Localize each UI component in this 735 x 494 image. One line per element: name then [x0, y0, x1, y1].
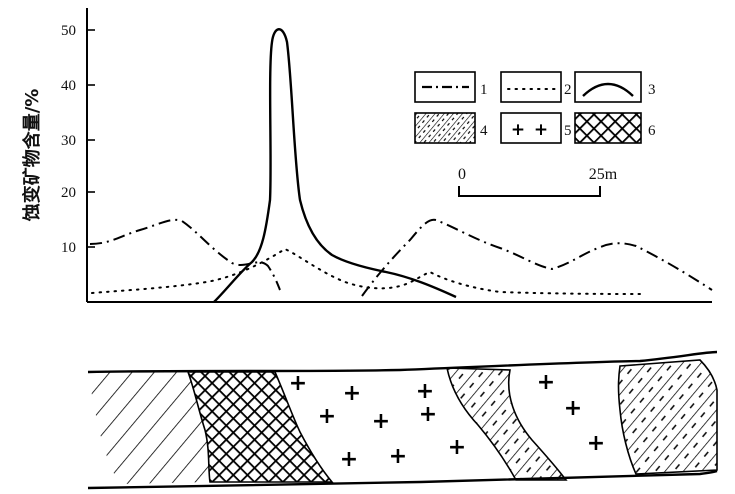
svg-text:+: +	[534, 120, 548, 140]
curve-1-dash-dot	[89, 218, 713, 297]
svg-text:+: +	[289, 371, 307, 396]
plot-area: 50 40 30 20 10 蚀变矿物含量/%	[21, 8, 713, 303]
svg-text:+: +	[564, 396, 582, 421]
section-zone-5-crosses: + + + + + + + + + + + +	[289, 370, 605, 472]
scale-bar: 0 25m	[458, 166, 618, 197]
y-tick-label: 50	[61, 23, 76, 39]
legend-item-4: 4	[414, 112, 488, 144]
section-top-boundary	[87, 350, 718, 374]
y-axis-title: 蚀变矿物含量/%	[21, 89, 43, 223]
legend-label: 4	[480, 123, 488, 139]
legend-item-5: + + 5	[500, 112, 572, 144]
svg-text:+: +	[416, 379, 434, 404]
legend-label: 2	[564, 82, 572, 98]
svg-text:+: +	[448, 435, 466, 460]
y-tick-label: 40	[61, 78, 76, 94]
section-zone-4-mid	[446, 367, 568, 481]
svg-text:+: +	[511, 120, 525, 140]
svg-text:+: +	[343, 381, 361, 406]
legend: 1 2 3 4 + + 5 6	[414, 71, 656, 144]
svg-text:+: +	[372, 409, 390, 434]
section-zone-6	[186, 371, 334, 483]
legend-label: 3	[648, 82, 656, 98]
legend-item-2: 2	[500, 71, 572, 103]
svg-text:+: +	[389, 444, 407, 469]
geologic-cross-section: + + + + + + + + + + + +	[87, 350, 718, 490]
legend-item-3: 3	[574, 71, 656, 103]
y-tick-label: 10	[61, 240, 76, 256]
section-bottom-boundary	[87, 469, 718, 490]
section-zone-4-right	[617, 359, 718, 475]
scale-start-label: 0	[458, 166, 466, 183]
y-tick-label: 30	[61, 133, 76, 149]
section-zone-4-left	[88, 372, 210, 484]
legend-label: 6	[648, 123, 656, 139]
svg-text:+: +	[419, 402, 437, 427]
svg-text:+: +	[318, 404, 336, 429]
legend-label: 5	[564, 123, 572, 139]
legend-item-1: 1	[414, 71, 488, 103]
scale-end-label: 25m	[589, 166, 618, 183]
y-axis-ticks: 50 40 30 20 10	[61, 23, 95, 256]
svg-text:+: +	[537, 370, 555, 395]
legend-item-6: 6	[574, 112, 656, 144]
svg-text:+: +	[340, 447, 358, 472]
svg-text:+: +	[587, 431, 605, 456]
curve-3-solid	[213, 28, 457, 303]
legend-label: 1	[480, 82, 488, 98]
y-tick-label: 20	[61, 185, 76, 201]
curve-2-dotted	[91, 247, 641, 295]
